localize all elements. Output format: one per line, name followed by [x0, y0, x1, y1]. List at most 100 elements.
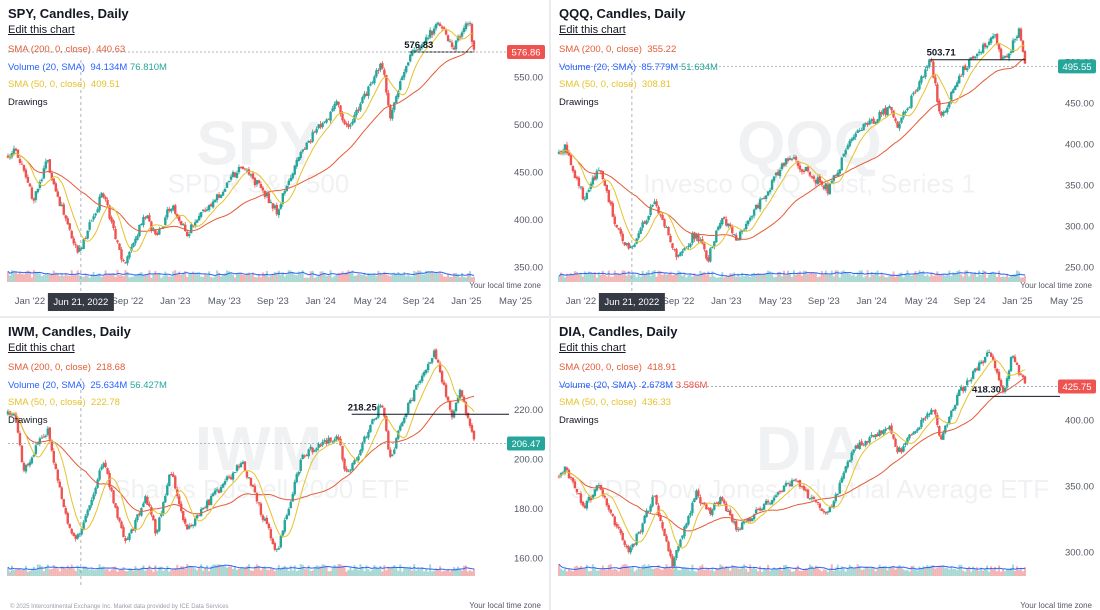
edit-chart-link[interactable]: Edit this chart: [559, 24, 626, 36]
legend-row-volume[interactable]: Volume (20, SMA) 25.634M 56.427M: [8, 377, 167, 395]
volume-bar: [960, 564, 963, 576]
volume-bar: [749, 276, 752, 282]
volume-bar: [579, 565, 582, 576]
timezone-label[interactable]: Your local time zone: [469, 601, 541, 610]
candle: [898, 446, 901, 453]
volume-bar: [373, 273, 376, 282]
volume-bar: [585, 564, 588, 576]
volume-bar: [573, 271, 576, 282]
legend-row-sma200[interactable]: SMA (200, 0, close) 218.68: [8, 359, 167, 377]
volume-bar: [932, 275, 935, 282]
candle: [217, 191, 221, 199]
chart-panel-iwm[interactable]: IWM iShares Russell 2000 ETF 160.00 180.00 2…: [0, 318, 549, 610]
volume-bars: [7, 270, 475, 282]
volume-bar: [425, 569, 428, 576]
volume-bar: [765, 569, 768, 576]
volume-bar: [938, 565, 941, 576]
candle: [985, 45, 989, 50]
legend-row-volume[interactable]: Volume (20, SMA) 94.134M 76.810M: [8, 59, 167, 77]
volume-bar: [14, 271, 17, 282]
volume-bar: [287, 570, 290, 576]
chart-panel-spy[interactable]: SPY SPDR S&P 500 350.00 400.00 450.00 500.00 5…: [0, 0, 549, 316]
chart-panel-qqq[interactable]: QQQ Invesco QQQ Trust, Series 1 250.00 300.…: [551, 0, 1100, 316]
candle: [808, 171, 812, 178]
volume-bar: [455, 272, 458, 282]
candle: [900, 117, 903, 124]
volume-bar: [132, 276, 135, 282]
volume-bar: [142, 275, 145, 282]
volume-bar: [830, 270, 833, 282]
candle: [363, 435, 366, 444]
candle: [148, 501, 151, 508]
volume-bar: [116, 270, 119, 282]
candle: [625, 544, 628, 549]
candle: [168, 206, 171, 213]
candle: [806, 488, 810, 499]
candle: [88, 505, 91, 512]
candle: [605, 498, 608, 507]
candle: [339, 104, 342, 117]
volume-bar: [158, 273, 161, 282]
volume-bar: [10, 270, 13, 282]
timezone-label[interactable]: Your local time zone: [1020, 601, 1092, 610]
volume-bar: [42, 571, 45, 576]
legend-row-sma50[interactable]: SMA (50, 0, close) 222.78: [8, 394, 167, 412]
volume-bar: [50, 569, 53, 576]
legend-row-volume[interactable]: Volume (20, SMA) 2.678M 3.586M: [559, 377, 707, 395]
volume-bar: [311, 570, 314, 576]
volume-bar: [291, 272, 294, 282]
candle: [860, 127, 863, 131]
volume-bar: [349, 271, 352, 282]
legend-row-sma50[interactable]: SMA (50, 0, close) 409.51: [8, 76, 167, 94]
volume-bar: [433, 570, 436, 576]
volume-bar: [577, 567, 580, 576]
volume-bar: [303, 569, 306, 576]
sma200-legend-label: SMA (200, 0, close): [559, 362, 642, 373]
volume-bar: [307, 565, 310, 576]
edit-chart-link[interactable]: Edit this chart: [8, 24, 75, 36]
legend-row-sma50[interactable]: SMA (50, 0, close) 308.81: [559, 76, 718, 94]
candle: [223, 187, 227, 192]
chart-title: DIA, Candles, Daily: [559, 324, 678, 339]
candle: [375, 68, 378, 79]
legend-row-sma50[interactable]: SMA (50, 0, close) 436.33: [559, 394, 707, 412]
timezone-label[interactable]: Your local time zone: [1020, 281, 1092, 290]
volume-bar: [249, 570, 252, 576]
candle: [215, 193, 219, 203]
x-tick-label: May '25: [1050, 296, 1083, 307]
candle: [639, 226, 642, 235]
candle: [215, 487, 219, 493]
volume-bar: [381, 571, 384, 576]
volume-bar: [222, 275, 225, 282]
candle: [438, 21, 442, 27]
drawings-legend-label[interactable]: Drawings: [559, 414, 599, 426]
edit-chart-link[interactable]: Edit this chart: [8, 342, 75, 354]
candle: [711, 508, 714, 517]
candle: [645, 508, 648, 518]
volume-bar: [42, 275, 45, 282]
candle: [315, 126, 318, 135]
candle: [958, 389, 961, 397]
chart-panel-dia[interactable]: DIA SPDR Dow Jones Industrial Average ETF…: [551, 318, 1100, 610]
timezone-label[interactable]: Your local time zone: [469, 281, 541, 290]
legend-row-volume[interactable]: Volume (20, SMA) 85.779M 51.634M: [559, 59, 718, 77]
legend-row-sma200[interactable]: SMA (200, 0, close) 440.63: [8, 41, 167, 59]
volume-bar: [259, 277, 262, 282]
candle: [918, 426, 921, 431]
candle: [399, 423, 402, 432]
candle: [225, 474, 229, 482]
drawings-legend-label[interactable]: Drawings: [8, 414, 48, 426]
volume-bar: [629, 568, 632, 576]
legend-row-sma200[interactable]: SMA (200, 0, close) 355.22: [559, 41, 718, 59]
edit-chart-link[interactable]: Edit this chart: [559, 342, 626, 354]
candle: [391, 453, 394, 457]
legend-row-sma200[interactable]: SMA (200, 0, close) 418.91: [559, 359, 707, 377]
drawings-legend-label[interactable]: Drawings: [8, 96, 48, 108]
drawings-legend-label[interactable]: Drawings: [559, 96, 599, 108]
volume-bar: [653, 270, 656, 282]
candle: [842, 153, 845, 158]
